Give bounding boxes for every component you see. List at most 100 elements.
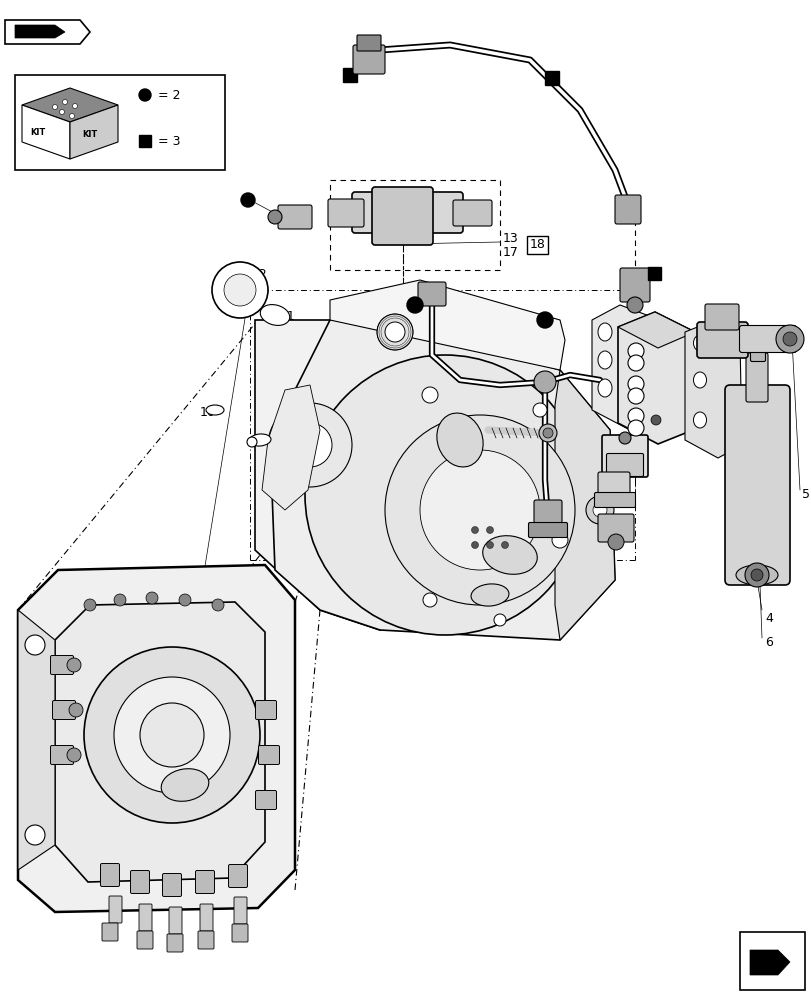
FancyBboxPatch shape [357, 35, 380, 51]
Circle shape [626, 297, 642, 313]
FancyBboxPatch shape [597, 514, 633, 542]
FancyBboxPatch shape [620, 268, 649, 302]
Polygon shape [18, 565, 294, 912]
Circle shape [618, 432, 630, 444]
Circle shape [782, 332, 796, 346]
Ellipse shape [735, 565, 777, 585]
FancyBboxPatch shape [606, 454, 642, 477]
Circle shape [627, 388, 643, 404]
Circle shape [62, 100, 67, 105]
FancyBboxPatch shape [371, 187, 432, 245]
FancyBboxPatch shape [109, 896, 122, 923]
Circle shape [501, 542, 508, 548]
Text: 13: 13 [502, 232, 518, 244]
Circle shape [25, 825, 45, 845]
Circle shape [744, 563, 768, 587]
Text: 17: 17 [502, 245, 518, 258]
Bar [15, 75, 225, 170]
Text: = 2: = 2 [158, 89, 180, 102]
Ellipse shape [693, 412, 706, 428]
Circle shape [486, 526, 493, 534]
Ellipse shape [482, 536, 537, 574]
FancyBboxPatch shape [597, 472, 629, 502]
Circle shape [72, 104, 77, 109]
Ellipse shape [436, 413, 483, 467]
FancyBboxPatch shape [131, 870, 149, 894]
Circle shape [178, 594, 191, 606]
FancyBboxPatch shape [453, 200, 491, 226]
Circle shape [212, 262, 268, 318]
Polygon shape [255, 320, 389, 630]
FancyBboxPatch shape [255, 790, 277, 809]
Text: 10: 10 [200, 406, 216, 418]
Polygon shape [18, 610, 55, 870]
FancyBboxPatch shape [614, 195, 640, 224]
Circle shape [422, 387, 437, 403]
Circle shape [268, 210, 281, 224]
Polygon shape [15, 25, 65, 38]
Circle shape [70, 114, 75, 119]
Circle shape [69, 703, 83, 717]
Polygon shape [55, 602, 264, 882]
Circle shape [384, 322, 405, 342]
FancyBboxPatch shape [234, 897, 247, 924]
Circle shape [114, 594, 126, 606]
Circle shape [775, 325, 803, 353]
Ellipse shape [597, 323, 611, 341]
Circle shape [493, 614, 505, 626]
Ellipse shape [206, 405, 224, 415]
Ellipse shape [260, 305, 290, 325]
Ellipse shape [161, 769, 208, 801]
Ellipse shape [249, 434, 271, 446]
Circle shape [471, 542, 478, 548]
Circle shape [376, 314, 413, 350]
Circle shape [627, 420, 643, 436]
Bar [739, 932, 804, 990]
Ellipse shape [597, 351, 611, 369]
Text: 16: 16 [577, 484, 593, 496]
FancyBboxPatch shape [50, 656, 74, 674]
Circle shape [84, 647, 260, 823]
FancyBboxPatch shape [745, 353, 767, 402]
Text: KIT: KIT [30, 128, 45, 137]
Circle shape [750, 569, 762, 581]
Circle shape [592, 503, 607, 517]
FancyBboxPatch shape [169, 907, 182, 934]
Circle shape [551, 532, 568, 548]
FancyBboxPatch shape [704, 304, 738, 330]
Circle shape [139, 703, 204, 767]
FancyBboxPatch shape [137, 931, 152, 949]
Circle shape [384, 415, 574, 605]
Circle shape [627, 376, 643, 392]
Circle shape [607, 534, 623, 550]
Text: 4: 4 [764, 611, 772, 624]
Circle shape [534, 371, 556, 393]
FancyBboxPatch shape [353, 45, 384, 74]
Circle shape [212, 599, 224, 611]
FancyBboxPatch shape [167, 934, 182, 952]
Text: = 3: = 3 [158, 135, 180, 148]
FancyBboxPatch shape [724, 385, 789, 585]
Polygon shape [684, 322, 741, 458]
Text: KIT: KIT [82, 130, 97, 139]
FancyBboxPatch shape [418, 282, 445, 306]
Circle shape [539, 424, 556, 442]
Circle shape [53, 105, 58, 110]
Polygon shape [5, 20, 90, 44]
Text: 5: 5 [801, 488, 809, 502]
Ellipse shape [470, 584, 508, 606]
FancyBboxPatch shape [195, 870, 214, 894]
Circle shape [650, 415, 660, 425]
FancyBboxPatch shape [198, 931, 214, 949]
Text: 9: 9 [270, 436, 277, 450]
FancyBboxPatch shape [594, 492, 635, 508]
Circle shape [532, 403, 547, 417]
Circle shape [247, 437, 257, 447]
Bar [139, 135, 151, 147]
Polygon shape [554, 370, 614, 640]
Circle shape [627, 408, 643, 424]
FancyBboxPatch shape [139, 904, 152, 931]
FancyBboxPatch shape [53, 700, 75, 719]
Bar [647, 267, 660, 280]
FancyBboxPatch shape [696, 322, 747, 358]
